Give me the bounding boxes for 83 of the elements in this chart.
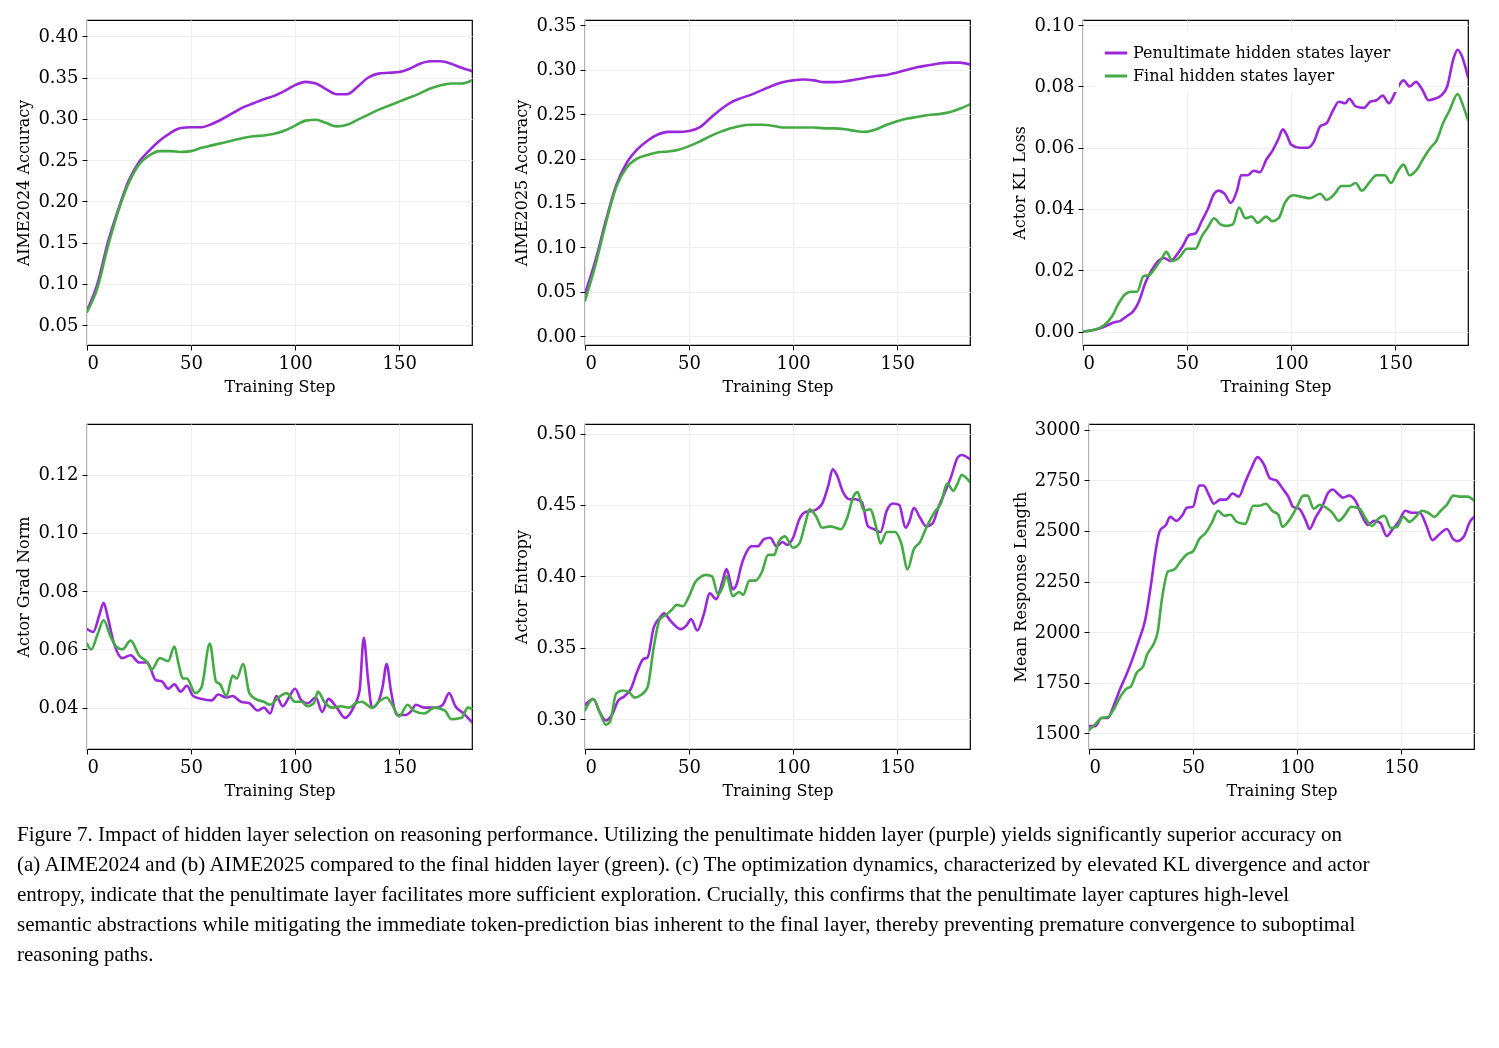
y-tick-label: 2750 <box>1034 468 1081 490</box>
x-tick-label: 150 <box>1384 755 1419 777</box>
y-tick-label: 0.35 <box>38 66 79 88</box>
x-tick-label: 50 <box>678 755 702 777</box>
x-axis-title: Training Step <box>722 376 834 396</box>
caption: Figure 7. Impact of hidden layer selection on reasoning performance. Utilizing the penultimate hidden layer (purple) yields significantly superior accuracy on (a) AIME2024 and (b) AIME2025 compared to the final hidden layer (green). (c) The optimization dynamics, characterized by elevated KL divergence and actor entropy, indicate that the penultimate layer facilitates more sufficient exploration. Crucially, this confirms that the penultimate layer captures high-level semantic abstractions while mitigating the immediate token-prediction bias inherent to the final layer, thereby preventing premature convergence to suboptimal reasoning paths. <box>17 822 1370 966</box>
y-tick-label: 0.08 <box>38 579 79 601</box>
y-tick-label: 0.25 <box>38 148 79 170</box>
x-tick-label: 0 <box>1083 351 1095 373</box>
y-tick-label: 0.30 <box>536 707 577 729</box>
y-tick-label: 0.20 <box>38 189 79 211</box>
y-tick-label: 0.04 <box>38 696 79 718</box>
x-tick-label: 50 <box>1176 351 1200 373</box>
y-tick-label: 0.10 <box>536 235 577 257</box>
x-tick-label: 100 <box>776 351 811 373</box>
x-tick-label: 100 <box>1280 755 1315 777</box>
y-tick-label: 2000 <box>1034 620 1081 642</box>
x-tick-label: 150 <box>880 755 915 777</box>
x-tick-label: 100 <box>278 755 313 777</box>
x-tick-label: 50 <box>180 351 204 373</box>
x-axis-title: Training Step <box>224 780 336 800</box>
y-tick-label: 2500 <box>1034 519 1081 541</box>
line-series <box>87 618 472 721</box>
y-tick-label: 0.05 <box>536 280 577 302</box>
line-series <box>1083 92 1468 333</box>
x-tick-label: 50 <box>678 351 702 373</box>
y-axis-title: AIME2024 Accuracy <box>14 99 34 268</box>
y-axis-title: Mean Response Length <box>1010 491 1030 683</box>
y-tick-label: 0.20 <box>536 147 577 169</box>
y-tick-label: 0.12 <box>38 463 79 485</box>
y-tick-label: 0.15 <box>536 191 577 213</box>
x-axis-title: Training Step <box>1226 780 1338 800</box>
line-series <box>1089 455 1474 728</box>
x-tick-label: 100 <box>1274 351 1309 373</box>
y-tick-label: 0.40 <box>38 25 79 46</box>
y-tick-label: 0.35 <box>536 636 577 658</box>
y-axis-title: Actor Entropy <box>512 529 532 646</box>
x-axis-title: Training Step <box>224 376 336 396</box>
y-tick-label: 0.15 <box>38 231 79 253</box>
y-tick-label: 0.50 <box>536 422 577 444</box>
y-tick-label: 0.40 <box>536 564 577 586</box>
y-tick-label: 0.45 <box>536 493 577 515</box>
x-tick-label: 0 <box>1089 755 1101 777</box>
y-axis-title: Actor Grad Norm <box>14 516 34 659</box>
y-tick-label: 0.00 <box>536 324 577 346</box>
y-tick-label: 0.25 <box>536 102 577 124</box>
y-tick-label: 0.30 <box>38 107 79 129</box>
x-tick-label: 100 <box>278 351 313 373</box>
y-tick-label: 0.10 <box>38 272 79 294</box>
x-tick-label: 0 <box>87 351 99 373</box>
y-tick-label: 3000 <box>1034 418 1081 440</box>
y-tick-label: 0.04 <box>1034 197 1075 219</box>
legend-label: Final hidden states layer <box>1133 66 1335 85</box>
y-axis-title: AIME2025 Accuracy <box>512 99 532 268</box>
y-tick-label: 2250 <box>1034 570 1081 592</box>
x-tick-label: 0 <box>87 755 99 777</box>
x-tick-label: 100 <box>776 755 811 777</box>
x-tick-label: 150 <box>382 755 417 777</box>
line-series <box>585 103 970 302</box>
x-tick-label: 150 <box>1378 351 1413 373</box>
y-tick-label: 0.30 <box>536 58 577 80</box>
x-tick-label: 50 <box>1182 755 1206 777</box>
x-tick-label: 0 <box>585 755 597 777</box>
x-tick-label: 0 <box>585 351 597 373</box>
line-series <box>1089 494 1474 732</box>
y-tick-label: 0.10 <box>1034 13 1075 35</box>
y-tick-label: 0.10 <box>38 521 79 543</box>
x-tick-label: 150 <box>382 351 417 373</box>
x-tick-label: 150 <box>880 351 915 373</box>
y-tick-label: 1500 <box>1034 721 1081 743</box>
x-tick-label: 50 <box>180 755 204 777</box>
y-tick-label: 0.06 <box>38 637 79 659</box>
legend-label: Penultimate hidden states layer <box>1133 43 1391 62</box>
y-tick-label: 0.00 <box>1034 320 1075 342</box>
y-tick-label: 1750 <box>1034 671 1081 693</box>
x-axis-title: Training Step <box>722 780 834 800</box>
y-tick-label: 0.02 <box>1034 258 1075 280</box>
y-tick-label: 0.08 <box>1034 74 1075 96</box>
x-axis-title: Training Step <box>1220 376 1332 396</box>
y-tick-label: 0.05 <box>38 313 79 335</box>
y-axis-title: Actor KL Loss <box>1010 126 1030 241</box>
y-tick-label: 0.35 <box>536 13 577 35</box>
y-tick-label: 0.06 <box>1034 136 1075 158</box>
